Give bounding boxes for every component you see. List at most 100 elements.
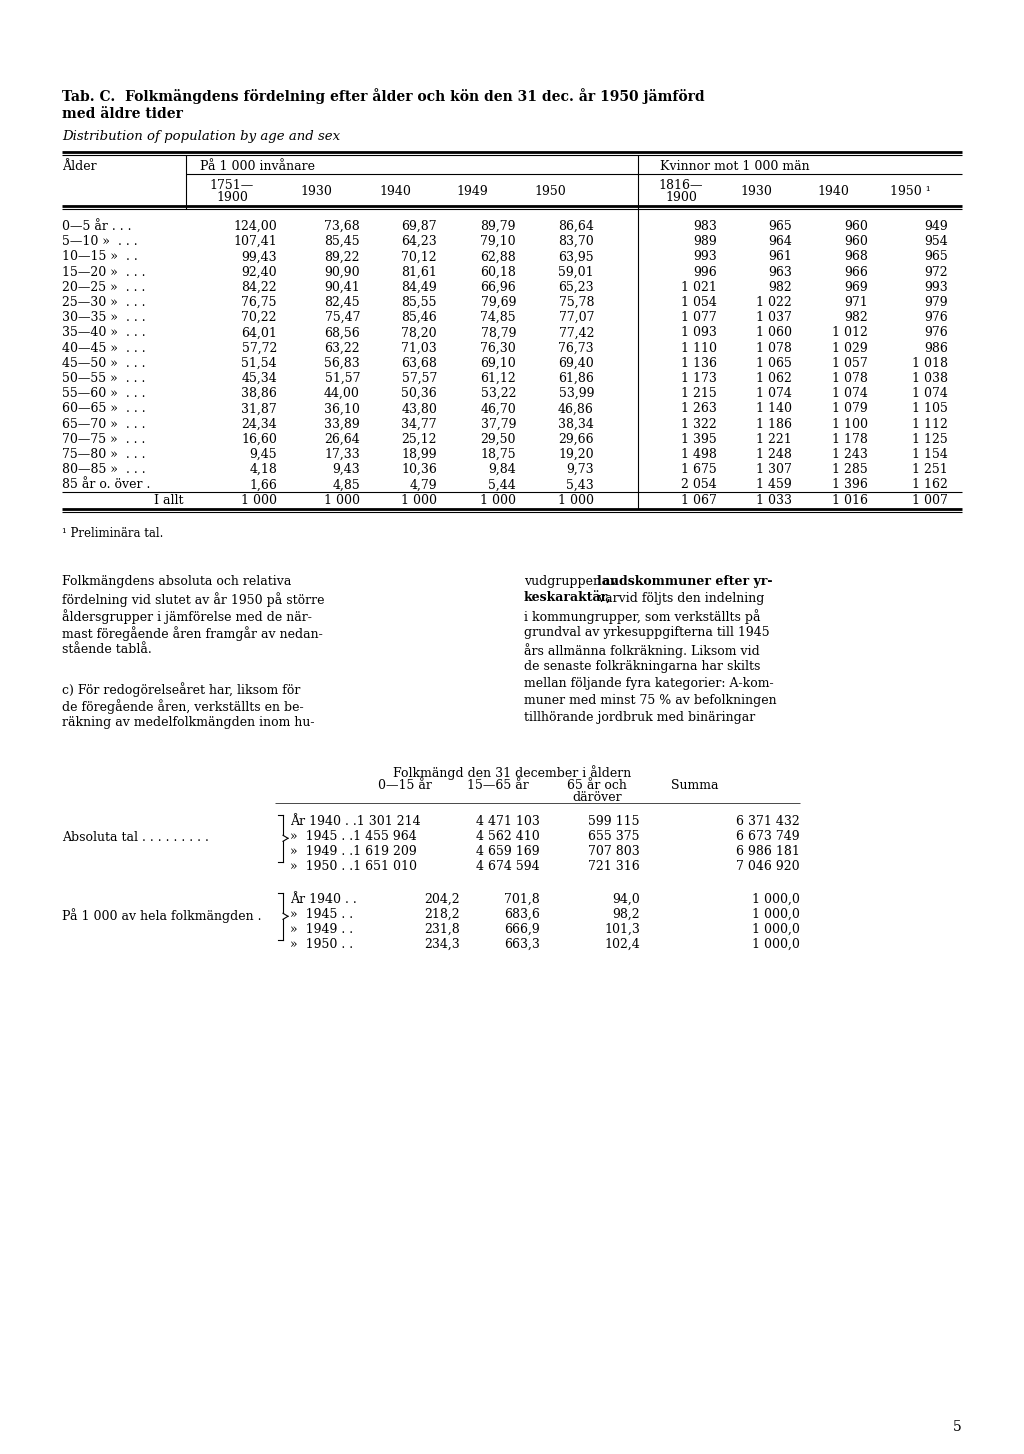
Text: tillhörande jordbruk med binäringar: tillhörande jordbruk med binäringar	[524, 711, 756, 724]
Text: mast föregående åren framgår av nedan-: mast föregående åren framgår av nedan-	[62, 625, 323, 641]
Text: 1930: 1930	[300, 185, 332, 198]
Text: 81,61: 81,61	[401, 266, 437, 279]
Text: 5—10 »  . . .: 5—10 » . . .	[62, 236, 137, 249]
Text: 1 322: 1 322	[681, 417, 717, 430]
Text: 954: 954	[925, 236, 948, 249]
Text: 1 074: 1 074	[833, 387, 868, 400]
Text: 0—15 år: 0—15 år	[378, 779, 432, 792]
Text: 982: 982	[844, 311, 868, 324]
Text: 983: 983	[693, 220, 717, 233]
Text: 30—35 »  . . .: 30—35 » . . .	[62, 311, 145, 324]
Text: 1 000,0: 1 000,0	[752, 938, 800, 951]
Text: 20—25 »  . . .: 20—25 » . . .	[62, 281, 145, 294]
Text: 0—5 år . . .: 0—5 år . . .	[62, 220, 131, 233]
Text: 1 060: 1 060	[756, 326, 792, 339]
Text: 234,3: 234,3	[424, 938, 460, 951]
Text: 1 038: 1 038	[912, 372, 948, 385]
Text: 961: 961	[768, 250, 792, 263]
Text: 1 000: 1 000	[324, 493, 360, 506]
Text: landskommuner efter yr-: landskommuner efter yr-	[597, 574, 772, 587]
Text: keskaraktär,: keskaraktär,	[524, 592, 611, 605]
Text: 1 012: 1 012	[833, 326, 868, 339]
Text: 56,83: 56,83	[325, 356, 360, 369]
Text: 1940: 1940	[379, 185, 411, 198]
Text: 1950 ¹: 1950 ¹	[890, 185, 931, 198]
Text: 1930: 1930	[740, 185, 772, 198]
Text: Folkmängd den 31 december i åldern: Folkmängd den 31 december i åldern	[393, 765, 631, 779]
Text: 721 316: 721 316	[588, 859, 640, 872]
Text: 101,3: 101,3	[604, 923, 640, 936]
Text: 5,43: 5,43	[566, 478, 594, 491]
Text: 107,41: 107,41	[233, 236, 278, 249]
Text: 124,00: 124,00	[233, 220, 278, 233]
Text: 71,03: 71,03	[401, 342, 437, 355]
Text: c) För redogörelseåret har, liksom för: c) För redogörelseåret har, liksom för	[62, 682, 300, 696]
Text: 62,88: 62,88	[480, 250, 516, 263]
Text: 94,0: 94,0	[612, 893, 640, 906]
Text: 6 371 432: 6 371 432	[736, 814, 800, 827]
Text: 63,68: 63,68	[401, 356, 437, 369]
Text: 1 248: 1 248	[756, 448, 792, 461]
Text: 10,36: 10,36	[401, 464, 437, 477]
Text: 92,40: 92,40	[242, 266, 278, 279]
Text: 63,22: 63,22	[325, 342, 360, 355]
Text: 79,10: 79,10	[480, 236, 516, 249]
Text: 75—80 »  . . .: 75—80 » . . .	[62, 448, 145, 461]
Text: 9,43: 9,43	[332, 464, 360, 477]
Text: 1 136: 1 136	[681, 356, 717, 369]
Text: års allmänna folkräkning. Liksom vid: års allmänna folkräkning. Liksom vid	[524, 643, 760, 657]
Text: 50,36: 50,36	[401, 387, 437, 400]
Text: 1 243: 1 243	[833, 448, 868, 461]
Text: År 1940 . .: År 1940 . .	[290, 893, 356, 906]
Text: 1 395: 1 395	[681, 433, 717, 446]
Text: 972: 972	[925, 266, 948, 279]
Text: 1 154: 1 154	[912, 448, 948, 461]
Text: 1 022: 1 022	[757, 297, 792, 310]
Text: 1 000: 1 000	[241, 493, 278, 506]
Text: 33,89: 33,89	[325, 417, 360, 430]
Text: 98,2: 98,2	[612, 907, 640, 920]
Text: 86,64: 86,64	[558, 220, 594, 233]
Text: 51,57: 51,57	[325, 372, 360, 385]
Text: »  1950 . .1 651 010: » 1950 . .1 651 010	[290, 859, 417, 872]
Text: 19,20: 19,20	[558, 448, 594, 461]
Text: 65 år och: 65 år och	[567, 779, 627, 792]
Text: 15—65 år: 15—65 år	[467, 779, 528, 792]
Text: mellan följande fyra kategorier: A-kom-: mellan följande fyra kategorier: A-kom-	[524, 676, 773, 689]
Text: 1 078: 1 078	[756, 342, 792, 355]
Text: 1 000,0: 1 000,0	[752, 923, 800, 936]
Text: stående tablå.: stående tablå.	[62, 643, 152, 656]
Text: 34,77: 34,77	[401, 417, 437, 430]
Text: 90,90: 90,90	[325, 266, 360, 279]
Text: 9,45: 9,45	[250, 448, 278, 461]
Text: 25—30 »  . . .: 25—30 » . . .	[62, 297, 145, 310]
Text: »  1945 . .1 455 964: » 1945 . .1 455 964	[290, 830, 417, 843]
Text: 4 659 169: 4 659 169	[476, 845, 540, 858]
Text: 89,22: 89,22	[325, 250, 360, 263]
Text: 966: 966	[844, 266, 868, 279]
Text: 1 077: 1 077	[681, 311, 717, 324]
Text: 965: 965	[768, 220, 792, 233]
Text: 1 173: 1 173	[681, 372, 717, 385]
Text: 57,57: 57,57	[401, 372, 437, 385]
Text: 1 140: 1 140	[756, 403, 792, 416]
Text: 231,8: 231,8	[424, 923, 460, 936]
Text: 4 562 410: 4 562 410	[476, 830, 540, 843]
Text: 70,22: 70,22	[242, 311, 278, 324]
Text: 66,96: 66,96	[480, 281, 516, 294]
Text: 61,86: 61,86	[558, 372, 594, 385]
Text: åldersgrupper i jämförelse med de när-: åldersgrupper i jämförelse med de när-	[62, 609, 312, 624]
Text: 44,00: 44,00	[325, 387, 360, 400]
Text: 701,8: 701,8	[504, 893, 540, 906]
Text: 68,56: 68,56	[325, 326, 360, 339]
Text: 1 221: 1 221	[757, 433, 792, 446]
Text: 1 078: 1 078	[833, 372, 868, 385]
Text: »  1945 . .: » 1945 . .	[290, 907, 353, 920]
Text: i kommungrupper, som verkställts på: i kommungrupper, som verkställts på	[524, 609, 761, 624]
Text: 1 054: 1 054	[681, 297, 717, 310]
Text: 949: 949	[925, 220, 948, 233]
Text: 1940: 1940	[817, 185, 849, 198]
Text: 65,23: 65,23	[558, 281, 594, 294]
Text: ¹ Preliminära tal.: ¹ Preliminära tal.	[62, 526, 164, 539]
Text: 6 986 181: 6 986 181	[736, 845, 800, 858]
